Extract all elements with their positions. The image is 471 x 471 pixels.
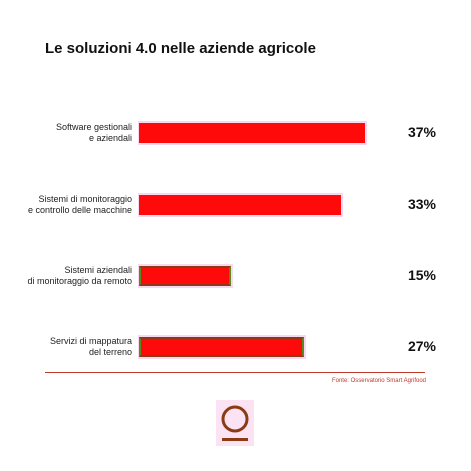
category-label: Software gestionali e aziendali	[2, 122, 132, 144]
category-label-line: e aziendali	[88, 133, 132, 143]
category-label-line: Software gestionali	[55, 122, 132, 132]
logo-icon	[221, 405, 249, 441]
category-label-line: di monitoraggio da remoto	[27, 276, 132, 286]
category-label-line: del terreno	[88, 347, 132, 357]
bar	[139, 337, 304, 357]
footer-divider	[45, 372, 425, 373]
category-label-line: Sistemi di monitoraggio	[38, 194, 132, 204]
bar-highlight	[138, 193, 343, 217]
category-label-line: e controllo delle macchine	[27, 205, 132, 215]
category-label-line: Servizi di mappatura	[49, 336, 132, 346]
value-label: 37%	[407, 124, 436, 140]
source-note: Fonte: Osservatorio Smart Agrifood	[331, 378, 426, 384]
category-label: Sistemi aziendali di monitoraggio da remo…	[2, 265, 132, 287]
bar-highlight	[138, 121, 367, 145]
bar-highlight	[138, 264, 233, 288]
category-label: Sistemi di monitoraggio e controllo delle…	[2, 194, 132, 216]
category-label: Servizi di mappatura del terreno	[2, 336, 132, 358]
category-label-line: Sistemi aziendali	[64, 265, 132, 275]
bar	[139, 195, 341, 215]
bar	[139, 266, 231, 286]
value-label: 15%	[407, 267, 436, 283]
value-label: 33%	[407, 196, 436, 212]
chart-title: Le soluzioni 4.0 nelle aziende agricole	[45, 40, 316, 57]
bar	[139, 123, 365, 143]
value-label: 27%	[407, 338, 436, 354]
bar-highlight	[138, 335, 306, 359]
